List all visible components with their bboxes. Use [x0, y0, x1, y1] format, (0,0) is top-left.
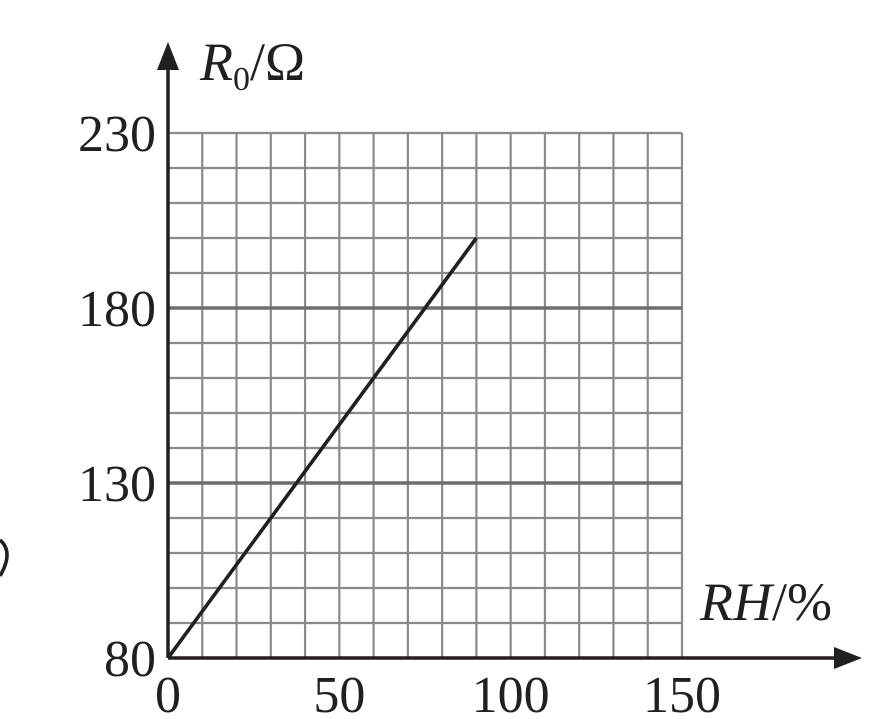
y-tick-label: 230	[78, 106, 156, 163]
x-tick-label: 0	[155, 667, 181, 719]
y-tick-label: 180	[78, 281, 156, 338]
paren-fragment	[0, 538, 9, 577]
y-tick-label: 130	[78, 456, 156, 513]
tick-labels: 80 130 180 230 0 50 100 150	[78, 106, 721, 719]
series-line	[166, 236, 478, 660]
series-group	[166, 236, 478, 660]
y-axis-label: R0/Ω	[199, 32, 305, 98]
y-tick-label: 80	[104, 631, 156, 688]
axes	[157, 42, 862, 669]
x-tick-label: 150	[643, 667, 721, 719]
x-tick-label: 50	[313, 667, 365, 719]
y-axis-arrow	[157, 42, 179, 70]
x-axis-arrow	[834, 647, 862, 669]
grid	[166, 131, 684, 660]
x-tick-label: 100	[472, 667, 550, 719]
x-axis-label: RH/%	[699, 572, 832, 632]
